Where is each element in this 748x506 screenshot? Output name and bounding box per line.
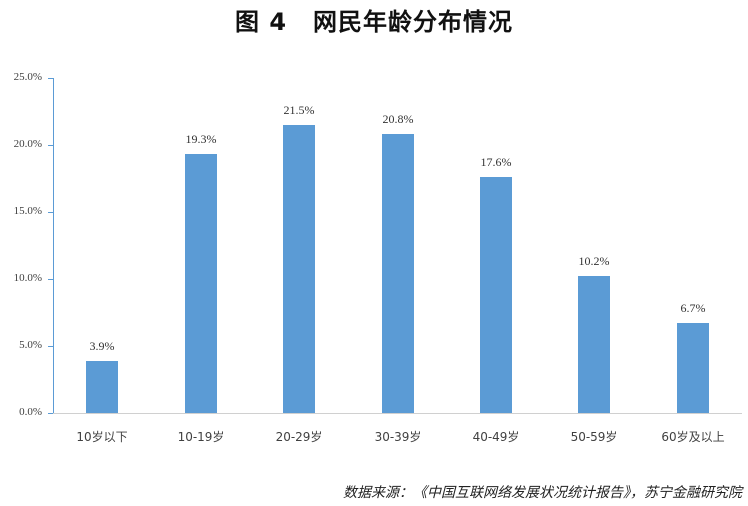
chart-title-text: 网民年龄分布情况 <box>313 8 514 36</box>
x-tick-label: 20-29岁 <box>275 430 323 444</box>
x-tick-label: 30-39岁 <box>374 430 422 444</box>
bar <box>283 125 315 413</box>
bar <box>578 276 610 413</box>
y-tick <box>48 346 53 347</box>
bar-value-label: 19.3% <box>185 132 217 146</box>
y-tick <box>48 279 53 280</box>
bar <box>86 361 118 413</box>
bar-value-label: 6.7% <box>680 301 706 315</box>
bar <box>382 134 414 413</box>
bar-value-label: 17.6% <box>480 155 512 169</box>
y-tick-label: 15.0% <box>13 205 42 217</box>
x-tick-label: 50-59岁 <box>570 430 618 444</box>
x-tick-label: 10-19岁 <box>177 430 225 444</box>
y-tick-label: 0.0% <box>19 406 42 418</box>
y-tick-label: 25.0% <box>13 71 42 83</box>
figure-number: 图 4 <box>234 8 288 36</box>
y-tick-label: 20.0% <box>13 138 42 150</box>
bar-value-label: 21.5% <box>283 103 315 117</box>
x-tick-label: 60岁及以上 <box>661 430 725 444</box>
bar-value-label: 20.8% <box>382 112 414 126</box>
y-tick <box>48 145 53 146</box>
data-source-note: 数据来源：《中国互联网络发展状况统计报告》，苏宁金融研究院 <box>343 485 742 501</box>
bar-value-label: 10.2% <box>578 254 610 268</box>
y-tick-label: 5.0% <box>19 339 42 351</box>
bar-value-label: 3.9% <box>89 339 115 353</box>
bar <box>480 177 512 413</box>
y-axis <box>53 78 54 414</box>
y-tick-label: 10.0% <box>13 272 42 284</box>
bar <box>185 154 217 413</box>
y-tick <box>48 212 53 213</box>
y-tick <box>48 78 53 79</box>
bar <box>677 323 709 413</box>
x-axis <box>53 413 742 414</box>
chart-title: 图 4 网民年龄分布情况 <box>0 2 748 37</box>
x-tick-label: 40-49岁 <box>472 430 520 444</box>
x-tick-label: 10岁以下 <box>76 430 128 444</box>
y-tick <box>48 413 53 414</box>
